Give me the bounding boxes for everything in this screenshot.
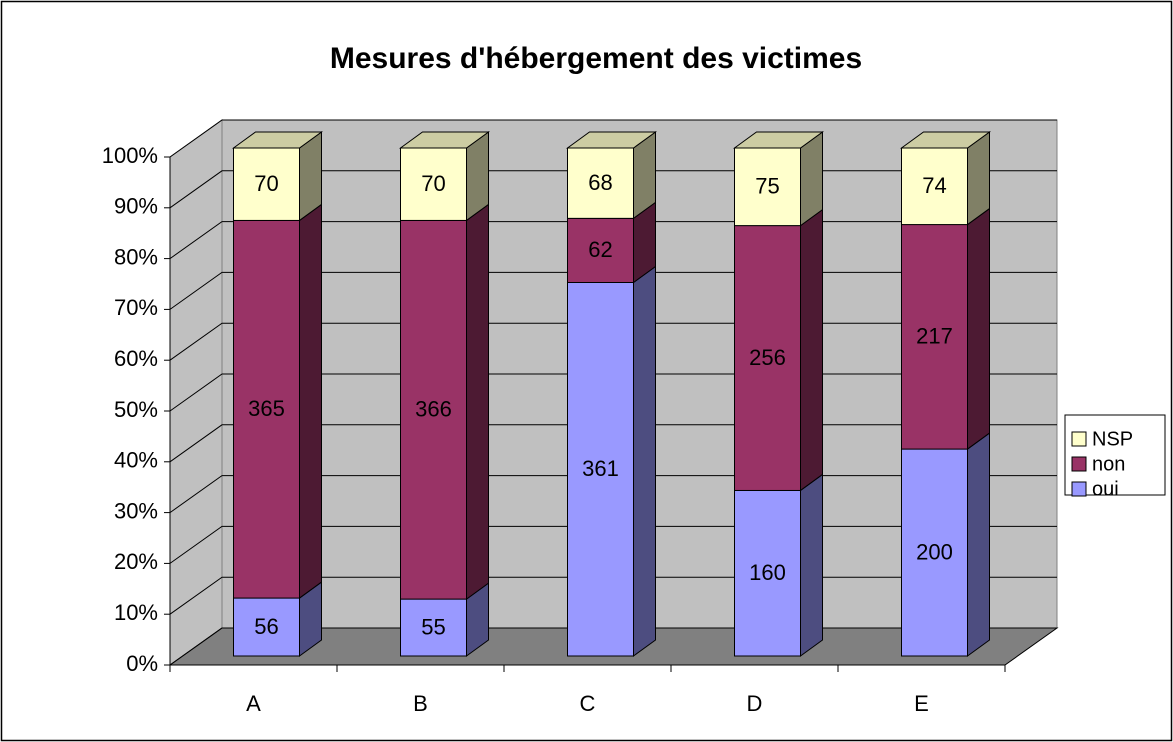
data-label: 361	[582, 456, 619, 481]
data-label: 70	[421, 171, 445, 196]
bar-side	[299, 203, 322, 600]
data-label: 56	[254, 614, 278, 639]
legend-label: oui	[1092, 478, 1119, 500]
x-tick-label: D	[747, 691, 763, 716]
bar-front	[734, 147, 801, 227]
bar-segment	[233, 581, 322, 657]
y-tick-label: 40%	[114, 448, 158, 473]
y-tick-label: 0%	[126, 651, 158, 676]
data-label: 74	[922, 173, 946, 198]
y-tick-label: 90%	[114, 194, 158, 219]
bar-segment	[231, 131, 324, 222]
data-label: 70	[254, 171, 278, 196]
y-tick-label: 10%	[114, 600, 158, 625]
bar-segment	[732, 131, 825, 227]
bar-top	[398, 131, 491, 149]
bar-side	[466, 203, 489, 601]
data-label: 55	[421, 614, 445, 639]
y-tick-label: 50%	[114, 397, 158, 422]
data-label: 256	[749, 345, 786, 370]
bar-segment	[233, 203, 322, 600]
bar-segment	[565, 131, 658, 220]
bar-front	[567, 282, 634, 657]
bar-top	[732, 131, 825, 149]
data-label: 365	[248, 396, 285, 421]
data-label: 217	[916, 324, 953, 349]
bar-front	[400, 598, 467, 657]
data-label: 75	[755, 174, 779, 199]
bar-top	[231, 131, 324, 149]
x-tick-label: C	[580, 691, 596, 716]
y-tick-label: 20%	[114, 549, 158, 574]
bar-segment	[734, 473, 823, 657]
bar-top	[565, 131, 658, 149]
bar-segment	[400, 203, 489, 601]
data-label: 366	[415, 397, 452, 422]
bar-segment	[734, 208, 823, 492]
data-label: 160	[749, 560, 786, 585]
bar-side	[633, 265, 656, 657]
data-label: 200	[916, 539, 953, 564]
legend: NSP non oui	[1064, 414, 1166, 500]
bar-segment	[899, 131, 992, 226]
bar-side	[800, 473, 823, 657]
bar-top	[899, 131, 992, 149]
bar-front	[233, 219, 300, 599]
legend-swatch	[1071, 481, 1087, 497]
legend-label: non	[1092, 453, 1125, 475]
chart-title: Mesures d'hébergement des victimes	[330, 42, 862, 75]
bar-segment	[398, 131, 491, 222]
bar-side	[800, 208, 823, 492]
y-tick-label: 80%	[114, 244, 158, 269]
bar-front	[734, 489, 801, 657]
legend-label: NSP	[1092, 428, 1133, 450]
bar-front	[734, 225, 801, 491]
data-label: 62	[588, 237, 612, 262]
bar-segment	[567, 265, 656, 657]
bar-front	[901, 147, 968, 226]
legend-swatch	[1071, 456, 1087, 472]
y-tick-label: 100%	[102, 143, 158, 168]
y-tick-label: 70%	[114, 295, 158, 320]
x-tick-label: B	[413, 691, 428, 716]
bar-side	[967, 432, 990, 657]
grid-line	[169, 119, 1057, 158]
y-tick-label: 60%	[114, 346, 158, 371]
bar-segment	[400, 582, 489, 657]
bar-front	[567, 147, 634, 219]
x-tick-label: E	[914, 691, 929, 716]
legend-swatch	[1071, 431, 1087, 447]
y-tick-label: 30%	[114, 498, 158, 523]
x-tick-label: A	[246, 691, 261, 716]
data-label: 68	[588, 170, 612, 195]
bar-side	[967, 207, 990, 451]
